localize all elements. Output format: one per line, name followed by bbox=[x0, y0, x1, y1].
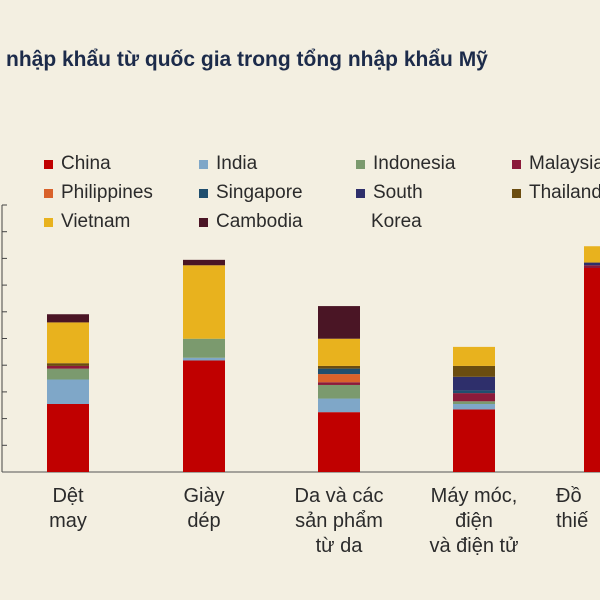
bar-segment-vietnam bbox=[183, 265, 225, 339]
legend-item-cambodia: Cambodia bbox=[199, 211, 303, 233]
x-tick-label: Máy móc, điện và điện tử bbox=[429, 485, 519, 557]
legend: China India Indonesia Malaysia Philippines Si… bbox=[0, 150, 600, 240]
legend-swatch bbox=[512, 188, 521, 198]
bar-segment-cambodia bbox=[47, 314, 89, 323]
bar-segment-china bbox=[453, 409, 495, 472]
bar-segment-china bbox=[584, 268, 600, 472]
bar-segment-china bbox=[47, 404, 89, 472]
legend-item-china: China bbox=[44, 153, 111, 175]
bar-segment-malaysia bbox=[453, 393, 495, 402]
legend-swatch bbox=[44, 217, 53, 227]
legend-swatch bbox=[44, 188, 53, 198]
bar-segment-indonesia bbox=[453, 401, 495, 404]
legend-item-south: South bbox=[356, 182, 423, 204]
legend-label: Indonesia bbox=[373, 153, 456, 174]
legend-label-continuation: Korea bbox=[371, 211, 422, 232]
bar-segment-singapore bbox=[318, 368, 360, 375]
bar-segment-malaysia bbox=[584, 265, 600, 268]
bar-segment-indonesia bbox=[183, 338, 225, 358]
legend-label: Vietnam bbox=[61, 211, 131, 232]
legend-label: Singapore bbox=[216, 182, 303, 203]
bar-segment-india bbox=[318, 398, 360, 413]
bar-segment-south bbox=[584, 262, 600, 266]
bar-segment-indonesia bbox=[47, 368, 89, 380]
legend-swatch bbox=[199, 159, 208, 169]
legend-item-singapore: Singapore bbox=[199, 182, 303, 204]
bar-segment-india bbox=[183, 357, 225, 361]
legend-item-india: India bbox=[199, 153, 257, 175]
legend-label: Malaysia bbox=[529, 153, 600, 174]
bar-segment-thailand bbox=[453, 365, 495, 377]
legend-item-thailand: Thailand bbox=[512, 182, 600, 204]
legend-swatch bbox=[44, 159, 53, 169]
bar-segment-china bbox=[318, 412, 360, 472]
x-tick-label: Đồ thiế bbox=[556, 485, 589, 532]
legend-item-vietnam: Vietnam bbox=[44, 211, 130, 233]
legend-label: India bbox=[216, 153, 258, 174]
legend-label: Thailand bbox=[529, 182, 600, 203]
bar-segment-india bbox=[47, 379, 89, 404]
legend-swatch bbox=[199, 188, 208, 198]
bar-segment-vietnam bbox=[584, 246, 600, 263]
bar-segment-china bbox=[183, 360, 225, 472]
x-tick-label: Dệt may bbox=[49, 485, 87, 532]
legend-swatch bbox=[199, 217, 208, 227]
legend-swatch bbox=[356, 188, 365, 198]
legend-label: China bbox=[61, 153, 111, 174]
bar-segment-south bbox=[453, 376, 495, 391]
legend-item-indonesia: Indonesia bbox=[356, 153, 455, 175]
bar-segment-thailand bbox=[318, 365, 360, 369]
legend-label: South bbox=[373, 182, 423, 203]
bar-segment-malaysia bbox=[47, 365, 89, 369]
bar-segment-vietnam bbox=[47, 322, 89, 364]
bar-segment-philippines bbox=[318, 374, 360, 383]
legend-swatch bbox=[512, 159, 521, 169]
legend-item-philippines: Philippines bbox=[44, 182, 153, 204]
bar-segment-vietnam bbox=[318, 338, 360, 366]
bar-segment-cambodia bbox=[183, 259, 225, 266]
bar-segment-indonesia bbox=[318, 384, 360, 399]
legend-swatch bbox=[356, 159, 365, 169]
bar-segment-singapore bbox=[453, 390, 495, 394]
bar-segment-vietnam bbox=[453, 346, 495, 366]
legend-label: Philippines bbox=[61, 182, 153, 203]
bar-segment-india bbox=[453, 404, 495, 410]
legend-label: Cambodia bbox=[216, 211, 303, 232]
chart-title: nhập khẩu từ quốc gia trong tổng nhập kh… bbox=[6, 48, 488, 71]
bar-segment-thailand bbox=[47, 363, 89, 366]
x-tick-label: Giày dép bbox=[183, 485, 225, 532]
bar-segment-cambodia bbox=[318, 306, 360, 339]
legend-item-malaysia: Malaysia bbox=[512, 153, 600, 175]
x-tick-label: Da và các sản phẩm từ da bbox=[294, 485, 384, 557]
bar-segment-malaysia bbox=[318, 382, 360, 385]
